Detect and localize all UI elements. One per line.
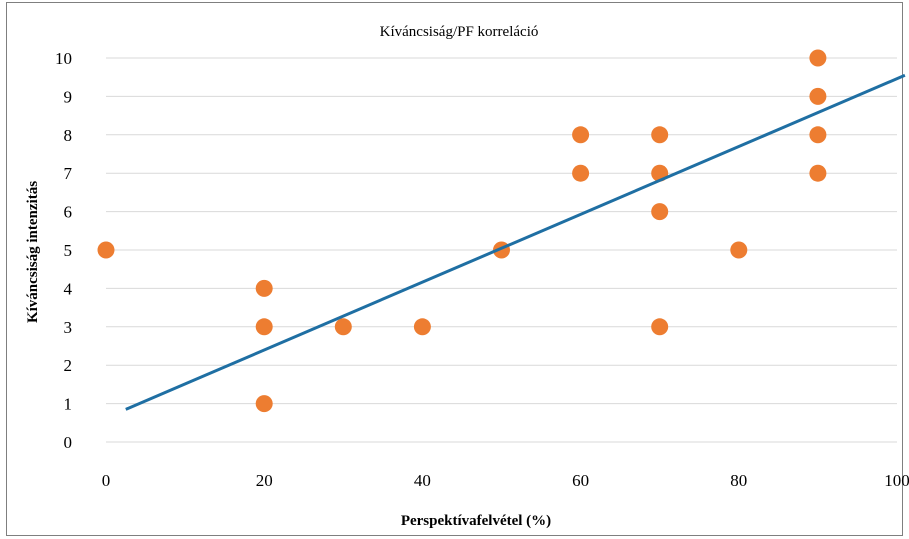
y-axis-title: Kíváncsiság intenzitás [25,181,41,323]
gridlines [106,57,897,443]
data-point [730,241,748,259]
data-point [413,318,431,336]
data-point [572,164,590,182]
y-tick-labels: 0 1 2 3 4 5 6 7 8 9 10 [55,49,73,452]
trendline [125,73,906,411]
data-point [255,318,273,336]
x-tick-label: 0 [102,471,111,490]
data-points [97,49,827,413]
y-tick-label: 5 [64,241,73,260]
y-tick-label: 2 [64,356,73,375]
x-axis-title: Perspektívafelvétel (%) [401,513,551,529]
x-tick-label: 80 [730,471,747,490]
data-point [651,203,669,221]
x-tick-label: 100 [884,471,909,490]
data-point [651,126,669,144]
x-tick-labels: 0 20 40 60 80 100 [102,471,909,490]
x-tick-label: 60 [572,471,589,490]
y-tick-label: 3 [64,318,73,337]
data-point [809,49,827,67]
data-point [651,318,669,336]
y-tick-label: 0 [64,433,73,452]
y-tick-label: 8 [64,126,73,145]
data-point [809,126,827,144]
y-tick-label: 7 [64,164,73,183]
y-tick-label: 10 [55,49,72,68]
y-tick-label: 4 [64,279,73,298]
y-tick-label: 1 [64,395,73,414]
data-point [334,318,352,336]
y-tick-label: 9 [64,87,73,106]
y-tick-label: 6 [64,203,73,222]
data-point [255,395,273,413]
data-point [255,279,273,297]
x-tick-label: 40 [414,471,431,490]
data-point [809,164,827,182]
data-point [572,126,590,144]
data-point [97,241,115,259]
x-tick-label: 20 [256,471,273,490]
data-point [809,87,827,105]
chart-title: Kíváncsiság/PF korreláció [380,24,539,40]
trendline-group [125,73,906,411]
